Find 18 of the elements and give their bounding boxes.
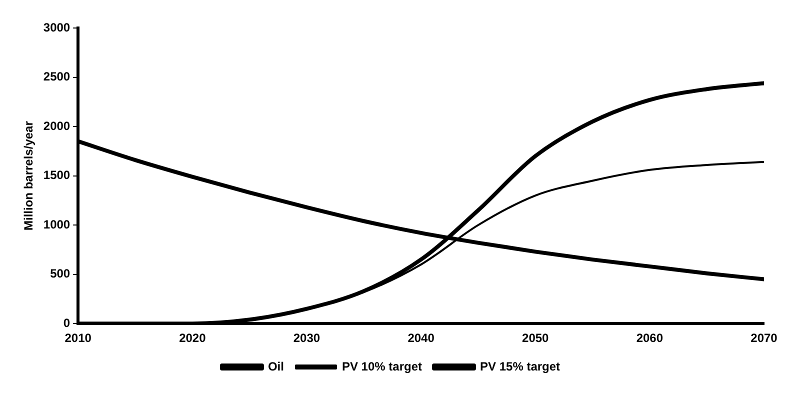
x-tick-label: 2030 xyxy=(293,331,320,346)
x-tick-label: 2070 xyxy=(750,331,778,346)
y-axis-title: Million barrels/year xyxy=(22,120,36,230)
legend-label: PV 10% target xyxy=(342,359,422,374)
x-tick-label: 2010 xyxy=(64,331,92,346)
y-tick-label: 0 xyxy=(63,316,70,330)
y-tick-label: 2000 xyxy=(43,118,70,133)
x-tick-label: 2020 xyxy=(179,331,206,346)
y-tick-label: 1500 xyxy=(43,168,70,182)
y-tick-label: 3000 xyxy=(43,20,70,34)
x-tick-label: 2060 xyxy=(636,331,664,346)
y-tick-label: 2500 xyxy=(43,70,70,84)
x-tick-label: 2040 xyxy=(408,331,435,346)
y-tick-label: 1000 xyxy=(43,217,70,232)
legend-label: Oil xyxy=(268,359,284,374)
y-tick-label: 500 xyxy=(50,266,70,281)
legend-label: PV 15% target xyxy=(480,359,560,374)
x-tick-label: 2050 xyxy=(522,331,550,346)
